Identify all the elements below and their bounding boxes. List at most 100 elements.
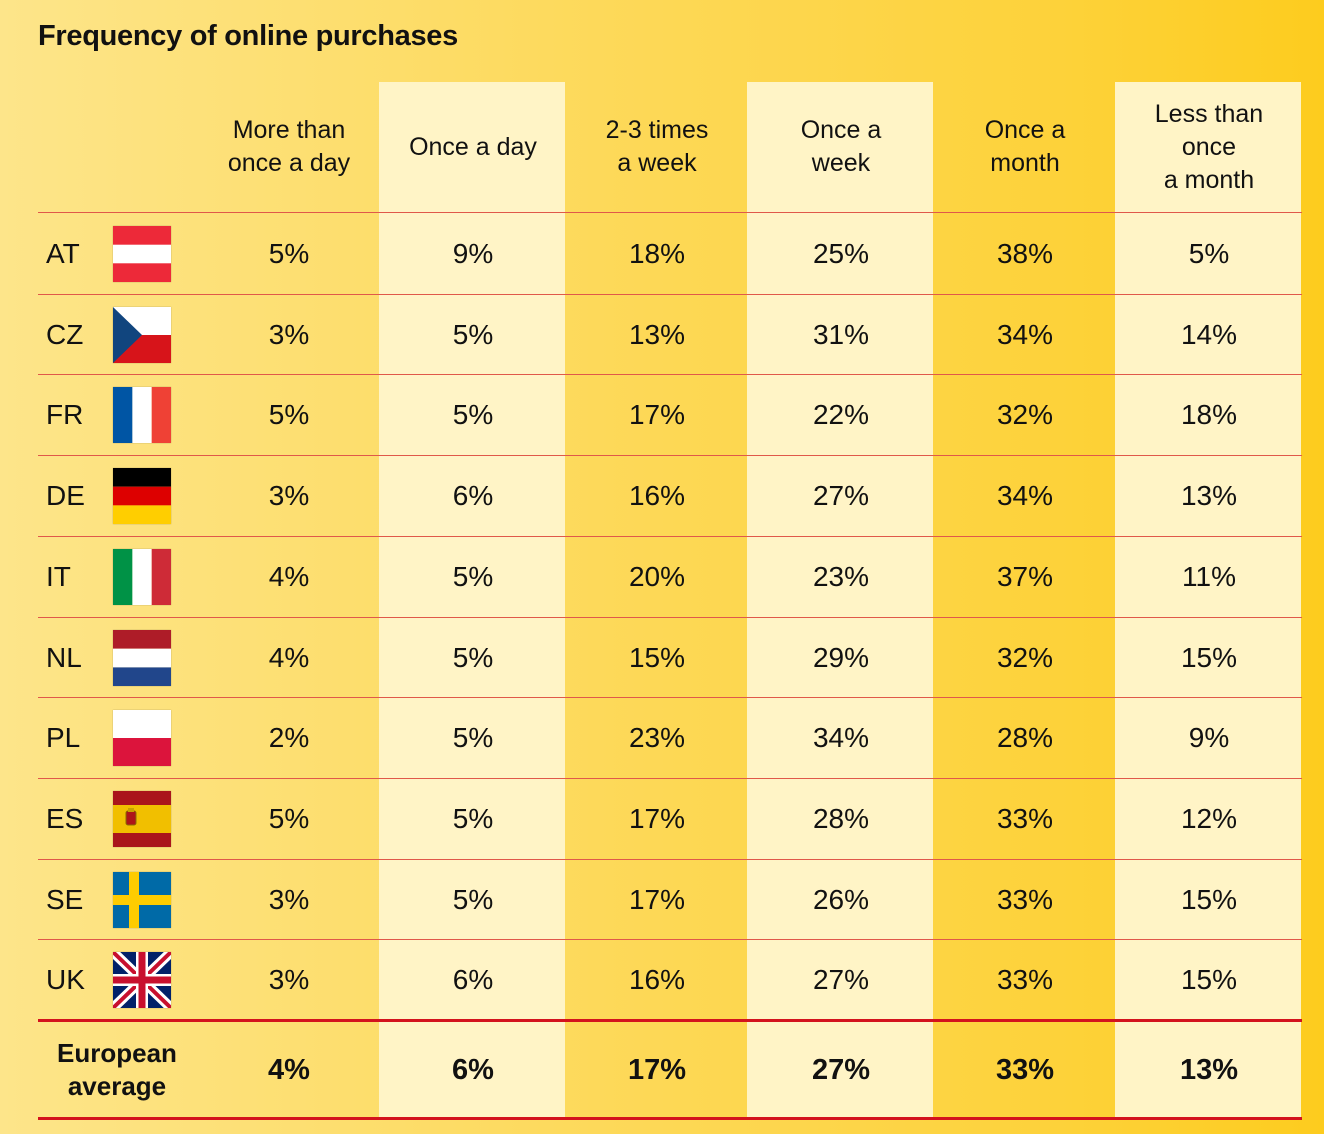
table-cell: 37% <box>996 560 1054 592</box>
column-header: Less than once a month <box>1154 99 1264 194</box>
country-code: FR <box>46 399 84 431</box>
table-cell: 26% <box>812 883 870 915</box>
header-divider <box>38 212 1302 213</box>
sweden-flag <box>113 871 171 928</box>
table-cell: 5% <box>452 399 494 431</box>
table-cell: 33% <box>996 964 1054 996</box>
table-cell: 15% <box>628 641 686 673</box>
table-cell: 31% <box>812 318 870 350</box>
chart-title: Frequency of online purchases <box>38 20 458 52</box>
table-cell: 33% <box>996 802 1054 834</box>
column-band <box>747 82 933 1120</box>
poland-flag <box>113 710 171 767</box>
table-cell: 5% <box>452 641 494 673</box>
table-cell: 4% <box>268 641 310 673</box>
czech-flag <box>113 306 171 363</box>
row-divider <box>38 616 1302 618</box>
table-cell: 14% <box>1180 318 1238 350</box>
table-cell: 16% <box>628 480 686 512</box>
table-cell: 16% <box>628 964 686 996</box>
table-cell: 28% <box>996 722 1054 754</box>
table-cell: 27% <box>812 964 870 996</box>
table-cell: 17% <box>628 399 686 431</box>
table-cell: 20% <box>628 560 686 592</box>
table-cell: 3% <box>268 883 310 915</box>
table-cell: 5% <box>452 722 494 754</box>
country-code: NL <box>46 641 82 673</box>
table-cell: 38% <box>996 238 1054 269</box>
table-cell: 28% <box>812 802 870 834</box>
row-divider <box>38 777 1302 779</box>
germany-flag <box>113 468 171 525</box>
austria-flag <box>113 226 171 282</box>
country-code: ES <box>46 802 84 834</box>
table-cell: 6% <box>452 480 494 512</box>
row-divider <box>38 535 1302 537</box>
column-header: More than once a day <box>227 116 351 177</box>
table-cell: 3% <box>268 480 310 512</box>
table-cell: 23% <box>812 560 870 592</box>
country-code: CZ <box>46 318 84 350</box>
row-divider <box>38 293 1302 295</box>
table-cell: 32% <box>996 399 1054 431</box>
table-cell: 22% <box>812 399 870 431</box>
table-cell: 5% <box>452 318 494 350</box>
row-divider <box>38 697 1302 699</box>
france-flag <box>113 387 171 444</box>
table-cell: 5% <box>452 802 494 834</box>
average-top-divider <box>38 1019 1302 1022</box>
average-cell: 27% <box>811 1053 871 1086</box>
column-header: Once a week <box>800 116 882 177</box>
table-cell: 9% <box>452 238 494 269</box>
table-cell: 15% <box>1180 641 1238 673</box>
table-cell: 2% <box>268 722 310 754</box>
table-cell: 5% <box>268 802 310 834</box>
table-cell: 25% <box>812 238 870 269</box>
table-cell: 17% <box>628 883 686 915</box>
netherlands-flag <box>113 629 171 686</box>
table-cell: 5% <box>452 883 494 915</box>
italy-flag <box>113 548 171 605</box>
row-divider <box>38 939 1302 941</box>
column-header: Once a day <box>409 132 537 161</box>
table-cell: 18% <box>628 238 686 269</box>
table-cell: 3% <box>268 318 310 350</box>
column-header: 2-3 times a week <box>605 116 709 177</box>
column-band <box>379 82 565 1120</box>
average-cell: 6% <box>452 1053 494 1086</box>
table-cell: 13% <box>628 318 686 350</box>
average-cell: 13% <box>1179 1053 1239 1086</box>
country-code: PL <box>46 722 81 754</box>
table-cell: 5% <box>268 399 310 431</box>
table-cell: 17% <box>628 802 686 834</box>
country-code: IT <box>46 560 71 592</box>
table-cell: 6% <box>452 964 494 996</box>
country-code: UK <box>46 964 85 996</box>
table-cell: 34% <box>996 318 1054 350</box>
column-band <box>1115 82 1301 1120</box>
table-cell: 13% <box>1180 480 1238 512</box>
table-cell: 3% <box>268 964 310 996</box>
column-header: Once a month <box>984 116 1066 177</box>
table-cell: 27% <box>812 480 870 512</box>
table-cell: 5% <box>452 560 494 592</box>
average-cell: 17% <box>627 1053 687 1086</box>
row-divider <box>38 858 1302 860</box>
table-cell: 34% <box>996 480 1054 512</box>
average-bottom-divider <box>38 1117 1302 1120</box>
spain-flag <box>113 790 171 847</box>
country-code: SE <box>46 883 84 915</box>
table-cell: 5% <box>1188 238 1230 269</box>
table-cell: 34% <box>812 722 870 754</box>
country-code: DE <box>46 480 85 512</box>
table-cell: 11% <box>1182 560 1236 592</box>
country-code: AT <box>46 238 80 269</box>
table-cell: 9% <box>1188 722 1230 754</box>
row-divider <box>38 374 1302 376</box>
table-cell: 29% <box>812 641 870 673</box>
table-cell: 18% <box>1180 399 1238 431</box>
table-cell: 33% <box>996 883 1054 915</box>
average-cell: 4% <box>268 1053 310 1086</box>
uk-flag <box>113 952 171 1009</box>
table-cell: 12% <box>1180 802 1238 834</box>
